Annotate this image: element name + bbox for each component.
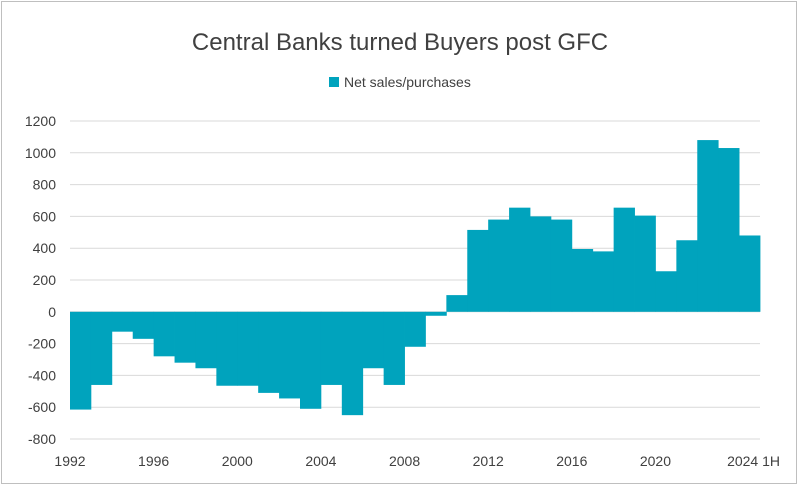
bar	[550, 219, 573, 312]
bar	[739, 235, 761, 312]
y-tick-label: -200	[28, 336, 56, 352]
bar	[300, 311, 322, 409]
chart-title: Central Banks turned Buyers post GFC	[192, 29, 608, 56]
bar	[279, 311, 301, 399]
bar	[90, 311, 113, 385]
bar	[132, 311, 155, 339]
bar	[592, 251, 615, 312]
legend: Net sales/purchases	[329, 74, 471, 90]
bar	[195, 311, 217, 369]
bar	[488, 219, 510, 312]
x-tick-label: 1992	[54, 453, 85, 469]
bar	[697, 140, 719, 312]
bar	[509, 207, 531, 312]
x-tick-label: 2020	[640, 453, 671, 469]
x-tick-label: 2012	[473, 453, 504, 469]
x-tick-label: 2004	[305, 453, 336, 469]
y-tick-label: -800	[28, 431, 56, 447]
bar	[613, 207, 635, 312]
x-tick-label: 1996	[138, 453, 169, 469]
bar	[571, 248, 594, 312]
bar	[362, 311, 385, 369]
y-axis: -800 -600 -400 -200 0 200 400 600 800 1000 1200	[25, 113, 56, 447]
bar	[425, 311, 447, 316]
x-tick-label: 2008	[389, 453, 420, 469]
x-tick-label: 2000	[222, 453, 253, 469]
bar	[530, 216, 552, 312]
bar	[153, 311, 175, 357]
bar	[634, 215, 656, 312]
x-tick-label: 2024 1H	[727, 453, 780, 469]
bar	[174, 311, 196, 363]
bar	[467, 229, 489, 312]
y-tick-label: 1000	[25, 145, 56, 161]
bar	[676, 240, 698, 312]
y-tick-label: 600	[33, 208, 57, 224]
bar	[70, 311, 92, 410]
bar	[320, 311, 343, 385]
bar	[383, 311, 405, 385]
bar	[258, 311, 280, 393]
bar	[404, 311, 426, 347]
bar	[655, 271, 677, 312]
y-tick-label: 1200	[25, 113, 56, 129]
y-tick-label: 800	[33, 177, 57, 193]
bar	[111, 311, 134, 332]
bar	[341, 311, 364, 416]
legend-swatch	[329, 77, 339, 87]
y-tick-label: -400	[28, 367, 56, 383]
legend-label: Net sales/purchases	[344, 74, 471, 90]
bar	[718, 148, 740, 312]
x-axis: 1992 1996 2000 2004 2008 2012 2016 2020 2024 1H	[54, 453, 780, 469]
y-tick-label: 200	[33, 272, 57, 288]
bar	[237, 311, 259, 386]
y-tick-label: 0	[48, 304, 56, 320]
bar	[216, 311, 238, 386]
x-tick-label: 2016	[556, 453, 587, 469]
y-tick-label: 400	[33, 240, 57, 256]
y-tick-label: -600	[28, 399, 56, 415]
bar-series	[70, 140, 761, 416]
bar	[446, 295, 468, 312]
